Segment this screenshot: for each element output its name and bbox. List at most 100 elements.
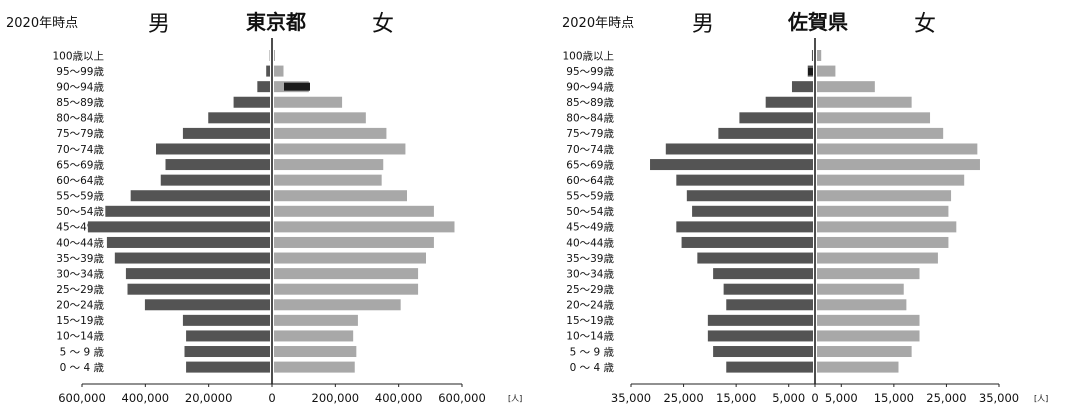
x-tick-label: 200,000 xyxy=(312,391,360,405)
age-label: 30～34歳 xyxy=(56,268,104,280)
male-bar xyxy=(106,236,271,248)
age-label: 30～34歳 xyxy=(566,268,614,280)
year-label: 2020年時点 xyxy=(6,16,79,31)
saga-pyramid-chart: 2020年時点 男 佐賀県 女 100歳以上 95～99歳 90～94歳 85～89歳… xyxy=(548,0,1078,407)
age-label: 85～89歳 xyxy=(56,97,104,109)
unit-label: [人] xyxy=(1034,394,1048,403)
age-label: 10～14歳 xyxy=(56,331,104,343)
female-bar xyxy=(817,330,920,342)
female-bar xyxy=(274,361,355,373)
female-bar xyxy=(274,283,419,295)
age-label: 15～19歳 xyxy=(566,315,614,327)
female-bar xyxy=(274,330,354,342)
female-bar xyxy=(274,268,419,280)
year-label: 2020年時点 xyxy=(562,16,635,31)
female-bar xyxy=(817,127,944,139)
age-label: 65～69歳 xyxy=(566,159,614,171)
age-label: 0 ～ 4 歳 xyxy=(60,362,105,374)
x-tick-label: 5,000 xyxy=(825,391,858,405)
female-bar xyxy=(274,205,434,217)
age-label: 80～84歳 xyxy=(566,113,614,125)
age-label: 100歳以上 xyxy=(52,50,104,62)
x-tick-label: 35,000 xyxy=(979,391,1019,405)
male-bar xyxy=(165,159,270,171)
male-bar xyxy=(723,283,813,295)
female-label: 女 xyxy=(372,12,395,37)
female-bar xyxy=(817,252,938,264)
age-label: 65～69歳 xyxy=(56,159,104,171)
x-tick-label: 400,000 xyxy=(375,391,423,405)
male-bar xyxy=(160,174,270,186)
female-bar xyxy=(274,190,407,202)
female-bar xyxy=(817,96,912,108)
male-bar xyxy=(125,268,271,280)
male-bar xyxy=(681,236,813,248)
male-bar xyxy=(718,127,813,139)
female-bar xyxy=(274,50,275,61)
male-bar xyxy=(707,330,813,342)
male-bar xyxy=(87,221,271,233)
male-bar xyxy=(266,65,270,77)
age-label: 100歳以上 xyxy=(562,50,614,62)
female-bar xyxy=(817,314,920,326)
age-label: 80～84歳 xyxy=(56,113,104,125)
female-bar xyxy=(817,112,931,124)
female-bar xyxy=(274,299,401,311)
female-bar xyxy=(817,346,912,358)
male-bar xyxy=(811,50,813,61)
female-bar xyxy=(817,65,836,77)
male-bar xyxy=(233,96,270,108)
female-bar xyxy=(817,190,952,202)
age-label: 90～94歳 xyxy=(566,81,614,93)
age-label: 40～44歳 xyxy=(56,237,104,249)
male-bar xyxy=(713,268,813,280)
unit-label: [人] xyxy=(508,394,522,403)
male-bar xyxy=(765,96,813,108)
male-bar xyxy=(697,252,813,264)
age-label: 20～24歳 xyxy=(566,300,614,312)
age-label: 70～74歳 xyxy=(56,144,104,156)
female-bar xyxy=(274,252,426,264)
male-bar xyxy=(791,81,813,93)
x-tick-label: 400,000 xyxy=(122,391,170,405)
age-label: 5 ～ 9 歳 xyxy=(60,346,105,358)
male-bar xyxy=(650,159,813,171)
female-bar xyxy=(274,159,384,171)
highlight-bar xyxy=(284,82,310,91)
female-bar xyxy=(817,268,920,280)
age-label: 90～94歳 xyxy=(56,81,104,93)
male-bar xyxy=(127,283,270,295)
male-label: 男 xyxy=(148,12,171,37)
male-bar xyxy=(105,205,270,217)
male-bar xyxy=(186,361,270,373)
female-bar xyxy=(817,50,822,61)
age-label: 35～39歳 xyxy=(566,253,614,265)
age-label: 20～24歳 xyxy=(56,300,104,312)
male-bar xyxy=(182,314,270,326)
male-bar xyxy=(676,174,813,186)
female-bar xyxy=(817,81,875,93)
x-tick-label: 0 xyxy=(811,391,818,405)
female-bar xyxy=(817,221,957,233)
age-label: 15～19歳 xyxy=(56,315,104,327)
female-bar xyxy=(274,314,358,326)
male-bar xyxy=(726,299,813,311)
age-label: 25～29歳 xyxy=(56,284,104,296)
female-bar xyxy=(274,174,382,186)
age-label: 60～64歳 xyxy=(56,175,104,187)
female-bar xyxy=(817,299,907,311)
age-label: 55～59歳 xyxy=(566,191,614,203)
female-bar xyxy=(274,236,434,248)
x-tick-label: 600,000 xyxy=(58,391,106,405)
age-label: 50～54歳 xyxy=(566,206,614,218)
female-bar xyxy=(817,159,980,171)
male-bar xyxy=(130,190,270,202)
male-bar xyxy=(739,112,813,124)
age-label: 85～89歳 xyxy=(566,97,614,109)
x-tick-label: 0 xyxy=(268,391,275,405)
x-tick-label: 35,000 xyxy=(611,391,651,405)
female-label: 女 xyxy=(914,12,937,37)
male-bar xyxy=(707,314,813,326)
age-label: 60～64歳 xyxy=(566,175,614,187)
female-bar xyxy=(817,236,949,248)
